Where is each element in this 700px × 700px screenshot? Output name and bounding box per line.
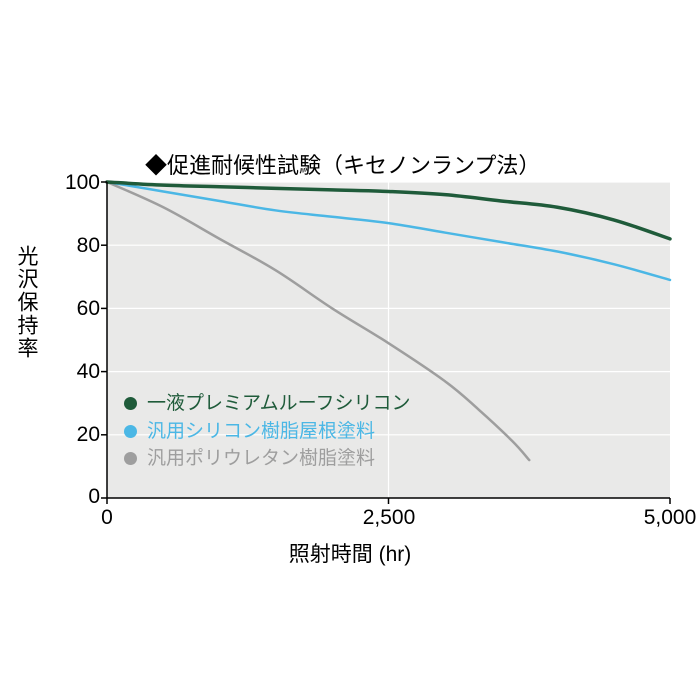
legend-label: 汎用シリコン樹脂屋根塗料 [147,418,375,446]
legend: 一液プレミアムルーフシリコン 汎用シリコン樹脂屋根塗料 汎用ポリウレタン樹脂塗料 [124,390,411,473]
xtick-label: 2,500 [363,506,416,530]
ytick-label: 0 [50,485,100,509]
ytick-label: 40 [50,360,100,384]
legend-item: 一液プレミアムルーフシリコン [124,390,411,418]
plot-svg [0,0,700,700]
x-axis-label: 照射時間 (hr) [0,538,700,568]
legend-dot-icon [124,397,137,410]
ytick-label: 20 [50,423,100,447]
ytick-label: 80 [50,234,100,258]
legend-dot-icon [124,452,137,465]
ytick-label: 100 [50,171,100,195]
legend-dot-icon [124,425,137,438]
legend-item: 汎用ポリウレタン樹脂塗料 [124,445,411,473]
weathering-chart: ◆促進耐候性試験（キセノンランプ法） 光沢保持率 （％） 0 20 40 60 … [0,0,700,700]
legend-item: 汎用シリコン樹脂屋根塗料 [124,418,411,446]
ytick-label: 60 [50,297,100,321]
xtick-label: 0 [101,506,113,530]
legend-label: 一液プレミアムルーフシリコン [147,390,411,418]
legend-label: 汎用ポリウレタン樹脂塗料 [147,445,375,473]
xtick-label: 5,000 [644,506,697,530]
